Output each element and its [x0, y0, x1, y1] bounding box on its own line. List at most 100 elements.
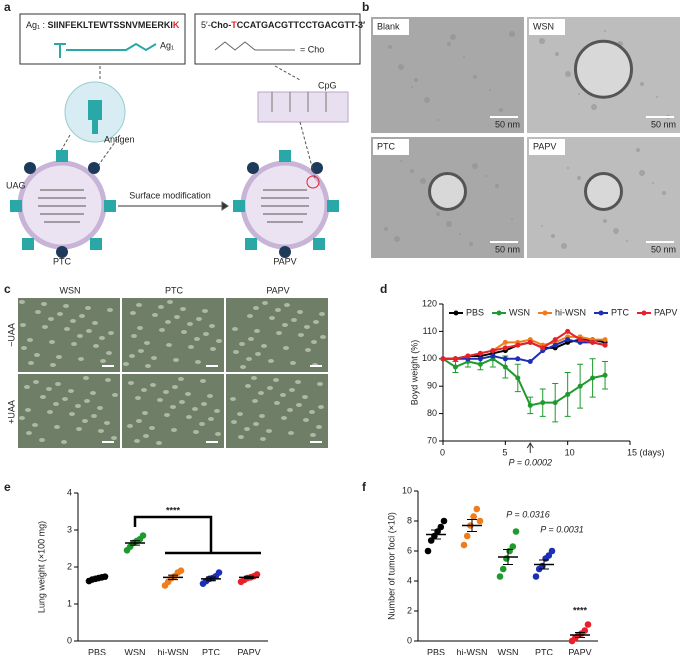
antigen-seq: SIINFEKLTEWTSSNVMEERKI [48, 20, 173, 30]
cell [152, 313, 158, 317]
texture [639, 170, 645, 176]
data-point [602, 342, 608, 348]
data-point [565, 328, 571, 334]
ag-label: Ag₁ [160, 40, 174, 50]
panel-label: b [362, 0, 369, 14]
cell [258, 391, 264, 395]
texture [447, 42, 451, 46]
column-label: PTC [165, 285, 184, 295]
cell [216, 339, 222, 343]
error-bar [467, 519, 477, 532]
cell [84, 399, 90, 403]
antigen-end: K [173, 20, 180, 30]
cell [70, 319, 76, 323]
cell [39, 438, 45, 442]
data-point [515, 342, 521, 348]
cell [259, 414, 265, 418]
texture [604, 30, 606, 32]
data-point [177, 567, 185, 574]
cell [288, 431, 294, 435]
y-axis-label: Number of tumor foci (×10) [386, 512, 396, 620]
micrograph [122, 374, 224, 448]
cell [150, 383, 156, 387]
cell [112, 393, 118, 397]
genome [38, 189, 309, 223]
cell [77, 334, 83, 338]
y-tick-label: 0 [407, 635, 412, 645]
error-bar [539, 559, 549, 570]
cell [192, 407, 198, 411]
scale-label: 50 nm [651, 244, 676, 254]
texture [472, 163, 478, 169]
texture [613, 228, 619, 234]
legend-dot [641, 310, 647, 316]
arrow-label: Surface modification [129, 190, 211, 200]
x-tick-label: WSN [498, 647, 519, 655]
cell [55, 382, 61, 386]
cell [317, 382, 323, 386]
cell [142, 411, 148, 415]
cell [172, 385, 178, 389]
cell [92, 321, 98, 325]
cell [86, 329, 92, 333]
data-point [539, 562, 546, 570]
significance: **** [166, 505, 181, 515]
data-point [565, 391, 571, 397]
data-point [477, 350, 483, 356]
x-tick-label: WSN [125, 647, 146, 655]
cell [165, 320, 171, 324]
cell [254, 329, 260, 333]
cell [128, 381, 134, 385]
cell [157, 398, 163, 402]
error-bar [244, 575, 254, 579]
panel-label: e [4, 480, 11, 494]
cell [304, 325, 310, 329]
x-tick-label: PAPV [568, 647, 591, 655]
cell [159, 328, 165, 332]
cho-eq: = Cho [300, 44, 324, 54]
connector [274, 65, 301, 81]
cell [93, 344, 99, 348]
texture [384, 227, 388, 231]
image-title: PTC [377, 141, 396, 151]
x-tick-label: 10 [565, 447, 575, 457]
cell [253, 422, 259, 426]
y-tick-label: 3 [67, 524, 72, 534]
data-point [477, 361, 483, 367]
significance-bracket [133, 515, 261, 555]
cell [32, 423, 38, 427]
cell [231, 420, 237, 424]
data-point [139, 532, 147, 539]
cell [194, 337, 200, 341]
cell [276, 331, 282, 335]
cell [107, 308, 113, 312]
cell [151, 356, 157, 360]
cell [106, 351, 112, 355]
antigens [10, 150, 339, 250]
cell [49, 340, 55, 344]
cell [195, 360, 201, 364]
y-tick-label: 4 [407, 575, 412, 585]
data-point [470, 513, 477, 520]
cell [251, 376, 257, 380]
cell [135, 396, 141, 400]
cpg-prime5: 5′- [201, 20, 211, 30]
ptc-label: PTC [53, 256, 72, 266]
cell [136, 419, 142, 423]
title-box [529, 139, 565, 155]
cell [47, 410, 53, 414]
texture [388, 45, 392, 49]
cell [255, 352, 261, 356]
data-point [452, 356, 458, 362]
data-point [548, 547, 556, 555]
cell [82, 419, 88, 423]
data-point [473, 505, 481, 513]
y-tick-label: 8 [407, 515, 412, 525]
texture [489, 89, 491, 91]
data-point [502, 356, 508, 362]
data-point [460, 541, 468, 549]
cho-molecule [214, 41, 295, 51]
panel-label: d [380, 282, 387, 296]
scale-label: 50 nm [495, 119, 520, 129]
cell [158, 305, 164, 309]
